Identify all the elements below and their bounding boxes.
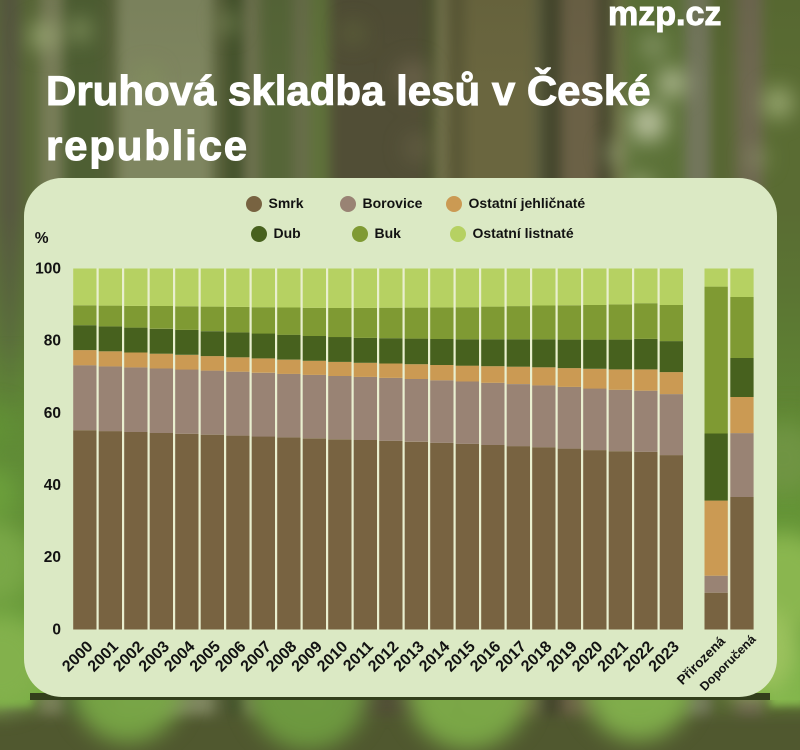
svg-text:80: 80: [44, 333, 61, 350]
svg-text:20: 20: [44, 549, 61, 566]
svg-text:100: 100: [35, 260, 61, 277]
svg-text:2023: 2023: [646, 638, 683, 675]
svg-text:40: 40: [44, 477, 61, 494]
svg-text:0: 0: [52, 621, 61, 638]
svg-text:%: %: [35, 230, 49, 247]
svg-text:60: 60: [44, 405, 61, 422]
